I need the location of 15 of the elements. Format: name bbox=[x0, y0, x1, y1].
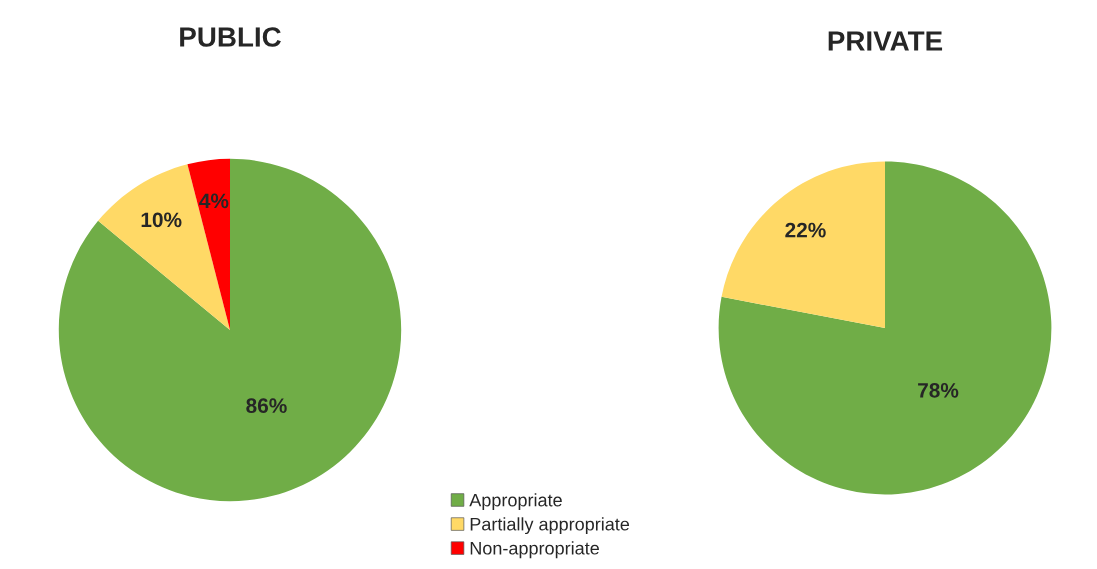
data-label: 22% bbox=[785, 222, 826, 238]
pie-slice bbox=[721, 161, 885, 328]
pie-slice bbox=[98, 164, 230, 330]
legend-label: Partially appropriate bbox=[470, 517, 630, 535]
legend-label: Appropriate bbox=[469, 493, 562, 511]
pie-slice bbox=[187, 158, 230, 330]
chart-title: PRIVATE bbox=[828, 31, 943, 51]
data-label: 10% bbox=[141, 212, 182, 228]
pie-slice bbox=[718, 161, 1052, 495]
data-label: 4% bbox=[199, 193, 229, 209]
legend-label: Non-appropriate bbox=[470, 541, 599, 559]
pie-slice bbox=[58, 158, 402, 502]
chart-title: PUBLIC bbox=[180, 27, 281, 47]
data-label: 78% bbox=[918, 382, 959, 398]
data-label: 86% bbox=[246, 398, 287, 414]
